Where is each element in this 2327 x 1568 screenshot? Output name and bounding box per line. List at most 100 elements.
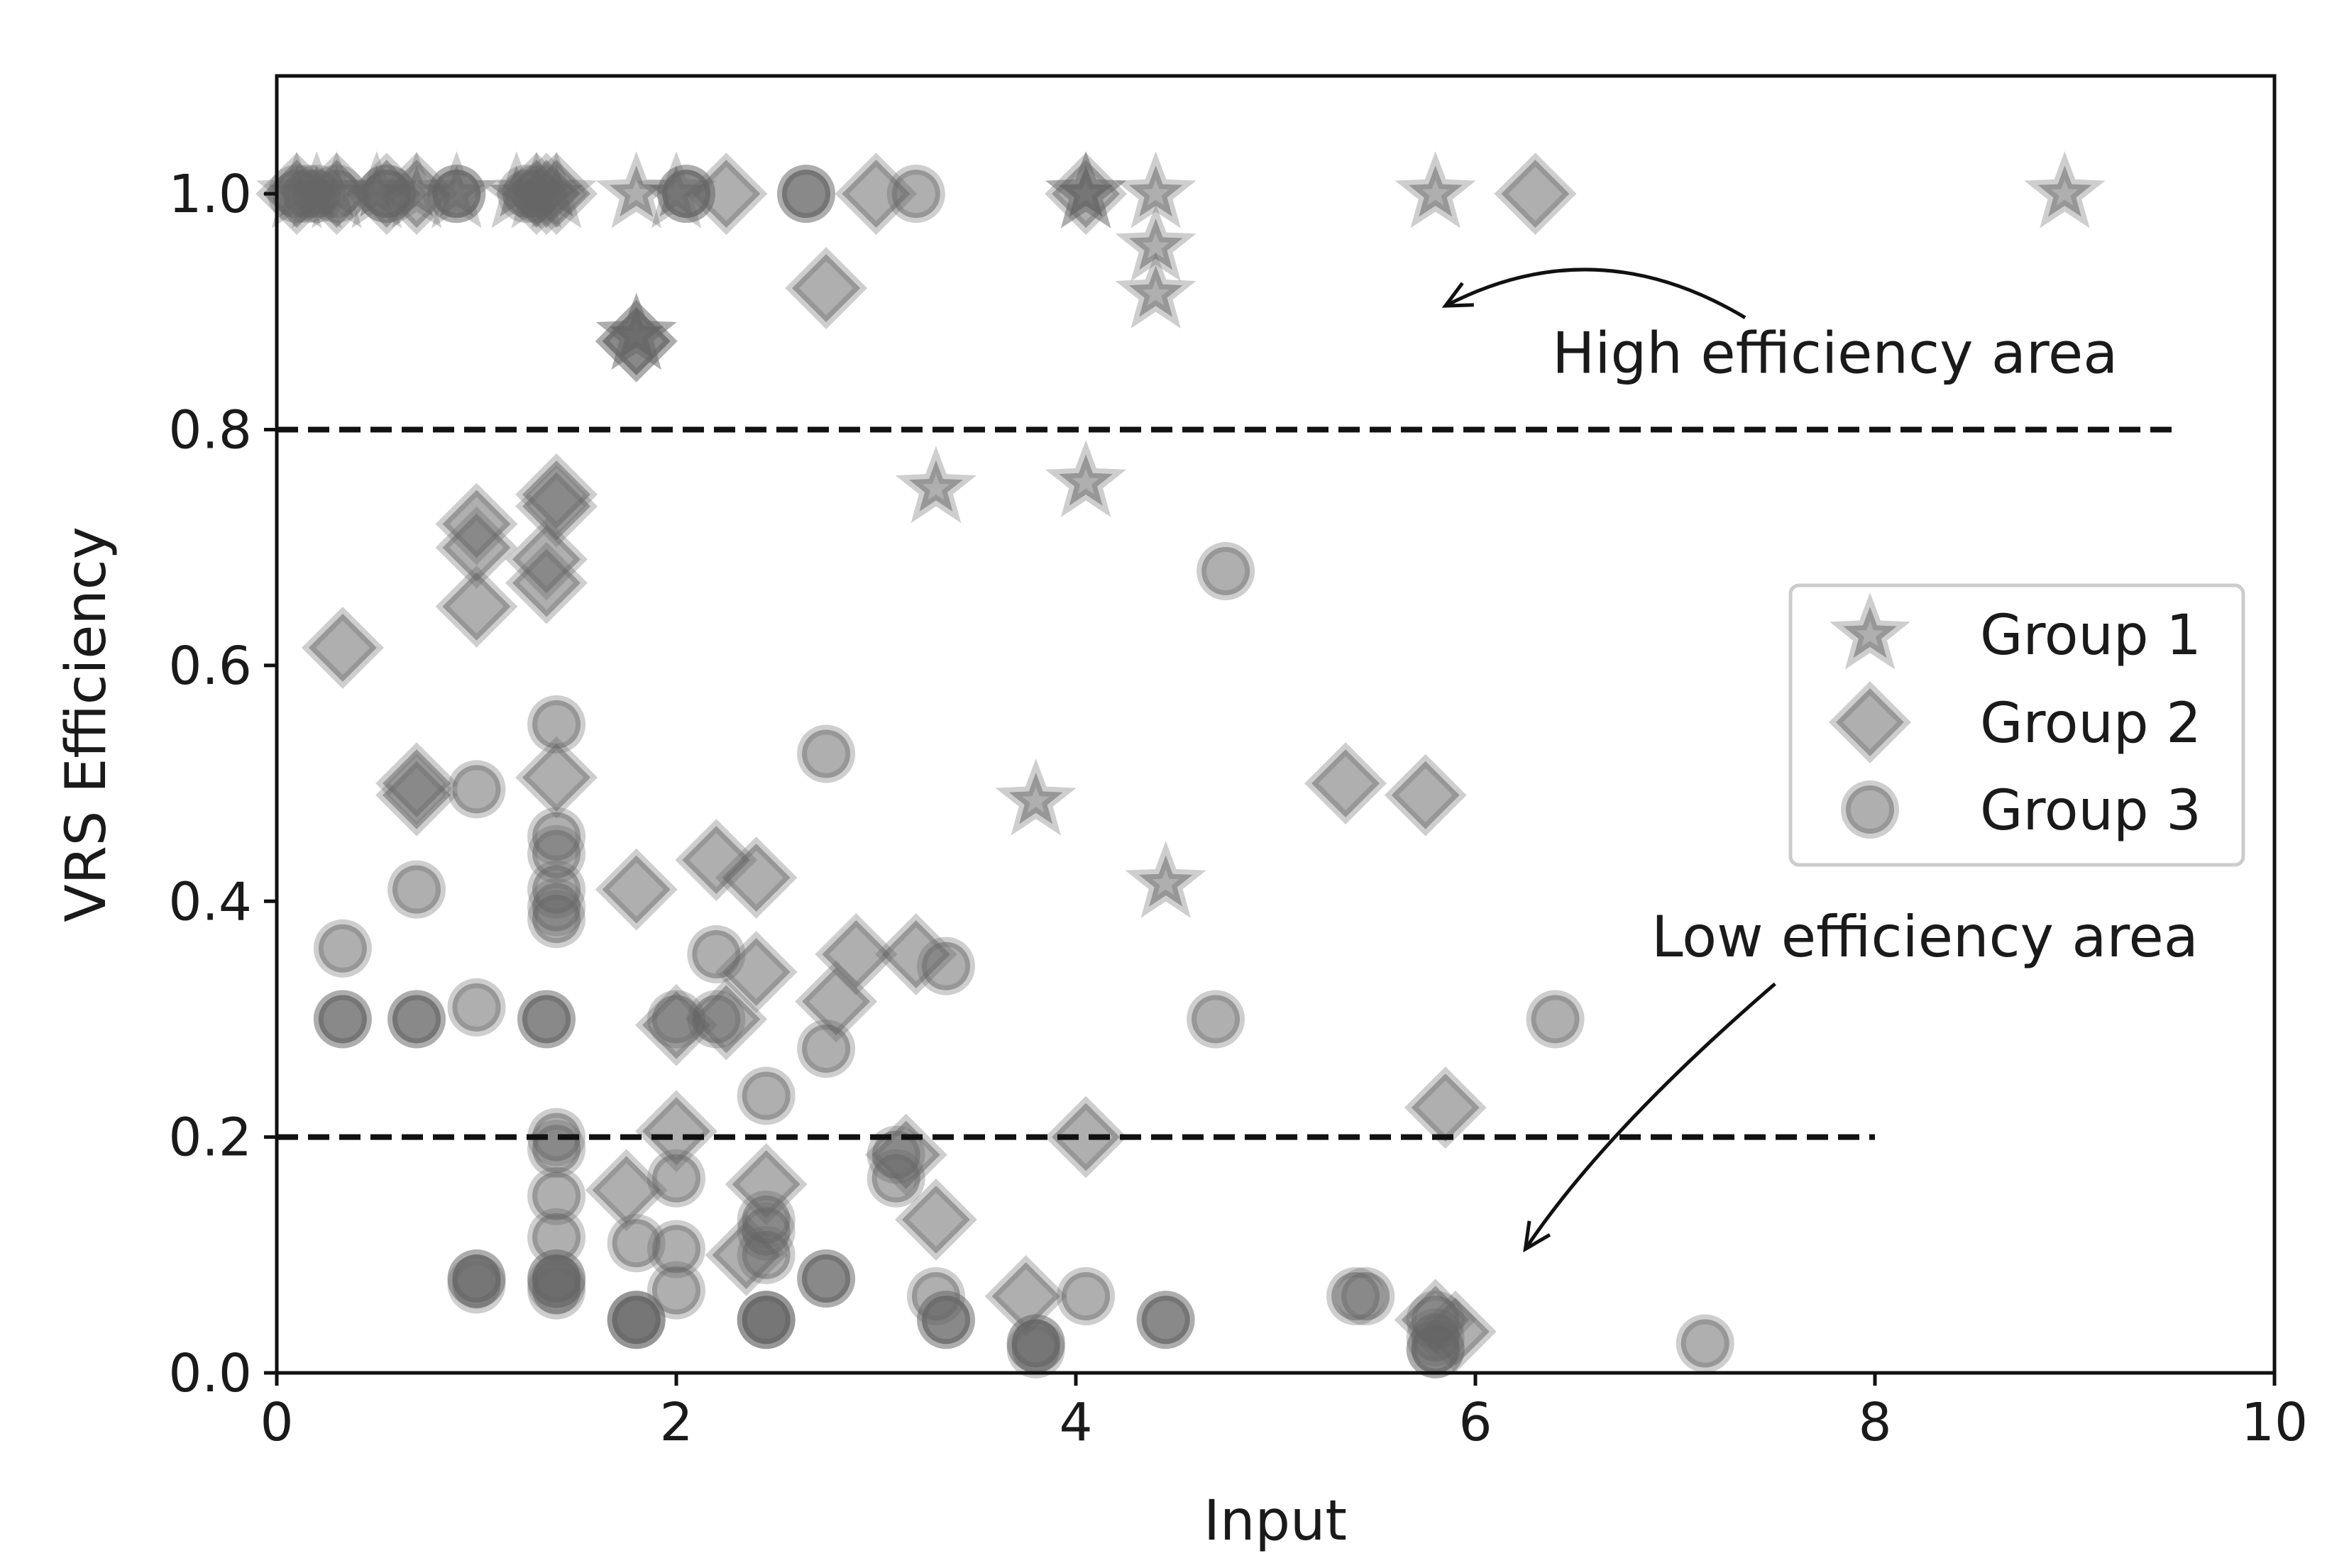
point-group-2-diamond	[1404, 1066, 1487, 1149]
point-group-1-star	[1045, 440, 1127, 517]
legend-circle-icon	[1841, 780, 1899, 839]
point-group-1-star	[2024, 151, 2106, 228]
point-group-3-circle	[527, 1261, 586, 1320]
point-group-2-diamond	[715, 837, 798, 919]
point-group-3-circle	[607, 1291, 666, 1349]
plot-frame	[275, 74, 2277, 1375]
point-group-3-circle	[527, 695, 586, 753]
point-group-2-diamond	[1494, 153, 1577, 236]
legend-marker-group-2	[1829, 681, 1911, 763]
point-group-1-star	[1394, 151, 1476, 228]
point-group-2-diamond	[1045, 153, 1127, 236]
point-group-3-circle	[867, 1149, 925, 1208]
point-group-3-circle	[387, 860, 446, 919]
point-group-2-diamond	[595, 848, 678, 931]
point-group-3-circle	[447, 1255, 506, 1314]
high-efficiency-arrowhead	[1441, 282, 1474, 308]
x-axis-title: Input	[1204, 1489, 1347, 1553]
point-group-2-diamond	[675, 819, 758, 902]
point-group-3-circle	[737, 1291, 796, 1349]
y-tick-label: 0.6	[168, 636, 252, 697]
point-group-3-circle	[737, 1066, 796, 1125]
legend-label-group-2: Group 2	[1980, 692, 2201, 756]
point-group-3-circle	[797, 724, 856, 783]
point-group-1-star	[1115, 151, 1196, 228]
legend-star-icon	[1830, 592, 1910, 670]
point-group-3-circle	[687, 990, 746, 1049]
point-group-3-circle	[527, 890, 586, 949]
y-tick-label: 1.0	[168, 164, 252, 225]
point-group-3-circle	[797, 1249, 856, 1308]
point-group-2-diamond	[505, 541, 588, 624]
point-group-3-circle	[647, 1149, 705, 1208]
legend-diamond-icon	[1829, 681, 1911, 763]
point-group-3-circle	[1526, 990, 1585, 1049]
legend-box	[1788, 583, 2245, 867]
point-group-3-circle	[776, 165, 835, 223]
point-group-3-circle	[657, 165, 716, 223]
y-tick-label: 0.2	[168, 1108, 252, 1169]
x-tick-label: 6	[1458, 1392, 1492, 1453]
y-tick-label: 0.4	[168, 871, 252, 932]
point-group-1-star	[1115, 204, 1196, 282]
reference-lines	[277, 426, 2175, 1140]
high-efficiency-label: High efficiency area	[1552, 321, 2118, 387]
x-tick-label: 8	[1858, 1392, 1891, 1453]
point-group-1-star	[1125, 841, 1206, 918]
point-group-3-circle	[507, 165, 566, 223]
axis-ticks: 0 2 4 6 8 10 0.0 0.2 0.4 0.6 0.8 1.0	[168, 164, 2308, 1453]
y-tick-label: 0.8	[168, 400, 252, 461]
x-tick-label: 2	[659, 1392, 693, 1453]
point-group-2-diamond	[1384, 753, 1467, 837]
x-tick-label: 10	[2241, 1392, 2308, 1453]
low-efficiency-arrow	[1524, 982, 1776, 1250]
point-group-3-circle	[886, 165, 945, 223]
point-group-2-diamond	[515, 736, 598, 819]
point-group-2-diamond	[1304, 742, 1387, 824]
point-group-3-circle	[1006, 1320, 1065, 1379]
x-tick-label: 0	[260, 1392, 293, 1453]
x-tick-label: 4	[1059, 1392, 1092, 1453]
point-group-3-circle	[647, 1261, 705, 1320]
point-group-2-diamond	[1045, 1095, 1127, 1178]
point-group-1-star	[995, 758, 1077, 836]
legend-marker-group-1	[1830, 592, 1910, 670]
high-efficiency-arrow	[1444, 267, 1746, 319]
legend: Group 1 Group 2 Group 3	[1788, 583, 2245, 867]
series-group-3	[268, 165, 1734, 1379]
point-group-2-diamond	[301, 607, 384, 689]
point-group-3-circle	[313, 990, 372, 1049]
point-group-3-circle	[687, 925, 746, 984]
point-group-3-circle	[1196, 541, 1255, 600]
point-group-2-diamond	[595, 300, 678, 382]
point-group-2-diamond	[895, 1178, 977, 1261]
point-group-3-circle	[447, 760, 506, 819]
point-group-3-circle	[797, 1020, 856, 1078]
point-group-2-diamond	[435, 565, 518, 648]
legend-label-group-3: Group 3	[1980, 779, 2201, 843]
point-group-3-circle	[447, 978, 506, 1037]
low-efficiency-label: Low efficiency area	[1651, 904, 2199, 970]
point-group-3-circle	[427, 165, 486, 223]
point-group-3-circle	[357, 165, 416, 223]
point-group-3-circle	[517, 990, 576, 1049]
point-group-3-circle	[307, 165, 366, 223]
point-group-3-circle	[737, 1225, 796, 1284]
point-group-3-circle	[917, 937, 976, 995]
legend-label-group-1: Group 1	[1980, 604, 2201, 668]
point-group-3-circle	[1406, 1320, 1465, 1379]
point-group-3-circle	[527, 1120, 586, 1178]
data-marks	[255, 151, 2106, 1379]
point-group-1-star	[1115, 251, 1196, 328]
legend-marker-group-3	[1841, 780, 1899, 839]
y-axis-title: VRS Efficiency	[55, 526, 119, 922]
point-group-3-circle	[1187, 990, 1245, 1049]
point-group-3-circle	[387, 990, 446, 1049]
point-group-3-circle	[917, 1291, 976, 1349]
y-tick-label: 0.0	[168, 1343, 252, 1404]
point-group-3-circle	[1676, 1314, 1734, 1373]
point-group-3-circle	[1336, 1266, 1395, 1325]
point-group-3-circle	[1136, 1291, 1195, 1349]
point-group-2-diamond	[785, 247, 868, 330]
